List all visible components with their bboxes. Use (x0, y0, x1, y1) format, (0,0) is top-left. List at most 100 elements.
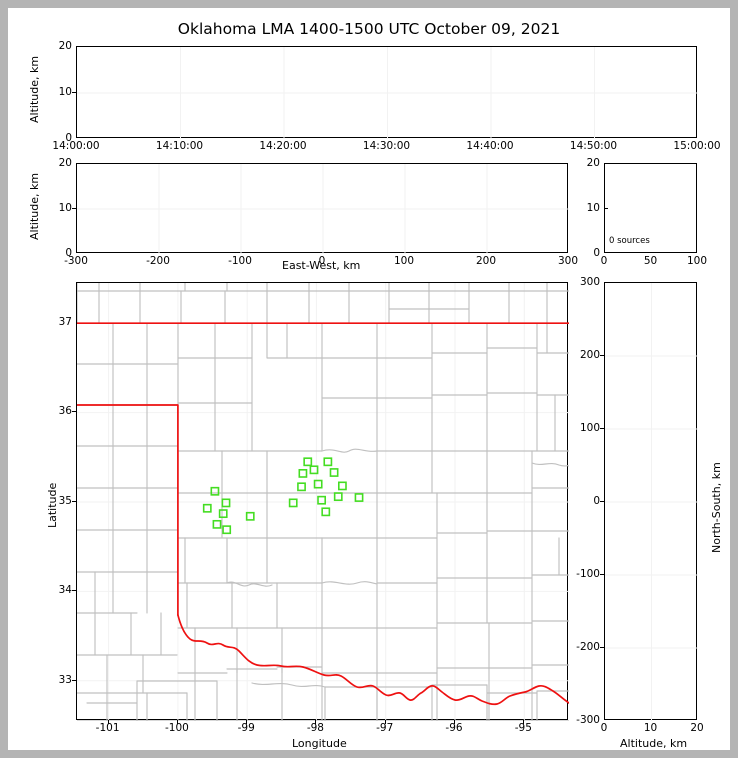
p2-xtick-0: -300 (64, 255, 88, 267)
p4-ylabel: Latitude (46, 482, 59, 528)
p2-xtick-2: -100 (228, 255, 252, 267)
p4-xtick-100: -100 (164, 722, 189, 734)
p4-ytickmark-35 (72, 500, 76, 502)
lma-station-marker (313, 479, 323, 489)
p4-xlabel: Longitude (292, 737, 347, 750)
p3-xtick-100: 100 (686, 255, 708, 267)
p4-xtick-96: -96 (445, 722, 463, 734)
p5-ytick-300: 300 (579, 275, 600, 288)
p1-ylabel: Altitude, km (28, 55, 41, 123)
p4-ytickmark-34 (72, 590, 76, 591)
p5-xtick-20: 20 (690, 722, 704, 734)
p5-ytickmark-100 (600, 427, 604, 429)
lma-station-marker (354, 493, 364, 502)
p2-xtick-1: -200 (146, 255, 170, 267)
east-west-height-panel (76, 163, 569, 254)
lma-station-markers (202, 457, 364, 535)
p4-ytick-33: 33 (58, 673, 72, 686)
p3-xtick-50: 50 (643, 255, 658, 267)
p2-xtick-6: 300 (557, 255, 579, 267)
altitude-histogram-panel (604, 163, 697, 253)
p3-ytick-10: 10 (586, 201, 600, 214)
oklahoma-state-border (77, 322, 569, 706)
p2-xtick-3: 0 (318, 255, 326, 267)
lma-station-marker (222, 525, 232, 535)
lma-station-marker (333, 492, 343, 502)
p5-ytick-m300: -300 (576, 713, 600, 726)
p2-ytick-0: 0 (65, 246, 72, 259)
p4-xtickmark-98 (315, 720, 317, 724)
p5-ylabel-right: North-South, km (710, 462, 723, 553)
p4-ytick-36: 36 (58, 404, 72, 417)
p5-ytick-m100: -100 (576, 567, 600, 580)
p5-ytickmark-m200 (600, 646, 604, 648)
lma-station-marker (303, 457, 313, 467)
p1-xtick-2: 14:20:00 (259, 140, 307, 152)
lma-station-marker (210, 486, 220, 496)
p4-xtick-98: -98 (306, 722, 324, 734)
source-count-annotation: 0 sources (609, 236, 650, 246)
p5-ytickmark-200 (600, 354, 604, 356)
lma-station-marker (329, 468, 339, 477)
p4-xtick-101: -101 (95, 722, 120, 734)
p2-ytickmark-10 (72, 207, 76, 209)
p1-xtick-6: 15:00:00 (673, 140, 721, 152)
p5-ytick-200: 200 (579, 348, 600, 361)
lma-figure: Oklahoma LMA 1400-1500 UTC October 09, 2… (8, 8, 730, 750)
p5-xlabel: Altitude, km (620, 737, 688, 750)
p4-ytickmark-36 (72, 411, 76, 412)
lma-station-marker (288, 498, 298, 508)
lma-station-marker (221, 498, 231, 508)
p1-ytickmark-10 (72, 91, 76, 93)
p5-ytick-0: 0 (593, 494, 600, 507)
p5-xtick-0: 0 (600, 722, 608, 734)
lma-station-marker (245, 511, 255, 521)
p1-xtick-3: 14:30:00 (362, 140, 411, 152)
p5-ytick-m200: -200 (576, 640, 600, 653)
lma-station-marker (202, 503, 212, 513)
time-height-grid (77, 47, 698, 139)
p4-xtickmark-100 (176, 720, 178, 724)
north-south-height-panel (604, 282, 698, 721)
p3-ytick-0: 0 (593, 246, 600, 259)
lma-station-marker (317, 495, 327, 505)
oklahoma-map (77, 283, 569, 721)
p4-xtickmark-95 (523, 720, 525, 724)
plan-view-map-panel[interactable] (76, 282, 569, 721)
p4-xtick-97: -97 (376, 722, 394, 734)
lma-station-marker (337, 481, 347, 491)
p1-xtick-0: 14:00:00 (52, 140, 100, 152)
lma-station-marker (298, 469, 308, 478)
p4-xtickmark-97 (384, 720, 386, 724)
lma-station-marker (323, 457, 333, 467)
p4-ytick-37: 37 (58, 315, 72, 328)
p1-ytick-0: 0 (65, 131, 72, 144)
p5-ytickmark-m100 (600, 573, 604, 575)
lma-station-marker (309, 465, 319, 475)
figure-title: Oklahoma LMA 1400-1500 UTC October 09, 2… (177, 20, 561, 38)
p2-ylabel: Altitude, km (28, 172, 41, 240)
p1-xtick-4: 14:40:00 (466, 140, 514, 152)
p3-ytick-20: 20 (586, 156, 600, 169)
east-west-height-grid (77, 164, 569, 254)
p4-xtickmark-96 (454, 720, 455, 724)
p1-xtick-1: 14:10:00 (155, 140, 204, 152)
p2-xlabel: East-West, km (282, 259, 361, 272)
p4-xtickmark-99 (246, 720, 248, 724)
p1-ytick-20: 20 (58, 39, 72, 52)
p4-xtickmark-101 (107, 720, 109, 724)
p1-ytick-10: 10 (58, 85, 72, 98)
p5-ytickmark-0 (600, 500, 604, 502)
lma-station-marker (212, 519, 222, 529)
p5-ytick-100: 100 (579, 421, 600, 434)
p4-xtick-95: -95 (514, 722, 532, 734)
p4-ytick-34: 34 (58, 583, 72, 596)
north-south-grid (605, 283, 698, 721)
time-height-panel (76, 46, 698, 139)
p4-ytickmark-33 (72, 679, 76, 681)
p1-xtick-5: 14:50:00 (569, 140, 618, 152)
p4-xtick-99: -99 (237, 722, 255, 734)
p2-ytick-10: 10 (58, 201, 72, 214)
p2-xtick-5: 200 (475, 255, 497, 267)
p5-xtick-10: 10 (643, 722, 658, 734)
